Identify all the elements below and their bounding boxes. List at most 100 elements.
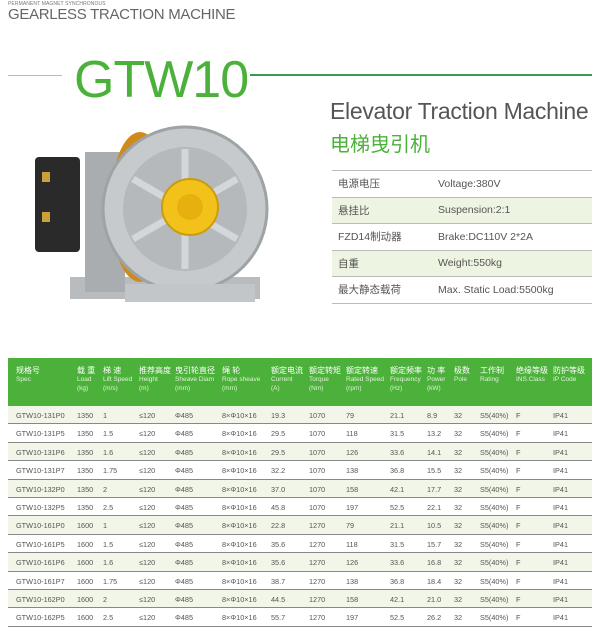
table-cell: F: [516, 558, 521, 568]
table-cell: GTW10-132P0: [16, 484, 65, 494]
table-cell: F: [516, 521, 521, 531]
column-header: 额定电流 Current (A): [271, 366, 303, 393]
column-header: 防护等级 IP Code: [553, 366, 585, 384]
table-cell: F: [516, 594, 521, 604]
table-cell: F: [516, 502, 521, 512]
column-header-cn: 绳 轮: [222, 366, 241, 375]
table-cell: 21.0: [427, 594, 442, 604]
table-cell: 52.5: [390, 613, 405, 623]
table-cell: 126: [346, 447, 359, 457]
column-header: 梯 速 Lift Speed (m/s): [103, 366, 132, 393]
table-cell: 1350: [77, 484, 94, 494]
column-header-en: Torque: [309, 376, 329, 383]
table-cell: 8×Φ10×16: [222, 466, 257, 476]
table-cell: GTW10-161P7: [16, 576, 65, 586]
table-cell: 36.8: [390, 466, 405, 476]
spec-value: Max. Static Load:5500kg: [438, 283, 554, 296]
table-cell: S5(40%): [480, 539, 509, 549]
table-cell: 16.8: [427, 558, 442, 568]
table-cell: Φ485: [175, 558, 193, 568]
column-header-unit: (rpm): [346, 385, 362, 392]
column-header-unit: (kg): [77, 385, 89, 392]
table-cell: 1600: [77, 594, 94, 604]
table-cell: ≤120: [139, 613, 156, 623]
spec-value: Weight:550kg: [438, 257, 503, 270]
table-row: GTW10-161P5 1600 1.5 ≤120 Φ485 8×Φ10×16 35.6 12…: [8, 535, 592, 554]
product-title-en: Elevator Traction Machine: [330, 98, 589, 124]
table-cell: 8×Φ10×16: [222, 521, 257, 531]
table-cell: 32: [454, 576, 463, 586]
column-header-cn: 载 重: [77, 366, 96, 375]
table-cell: ≤120: [139, 594, 156, 604]
spec-value: Brake:DC110V 2*2A: [438, 230, 533, 243]
table-cell: 8×Φ10×16: [222, 613, 257, 623]
table-cell: 2.5: [103, 502, 114, 512]
table-cell: 36.8: [390, 576, 405, 586]
table-cell: 1270: [309, 558, 326, 568]
table-cell: 29.5: [271, 429, 286, 439]
table-cell: ≤120: [139, 539, 156, 549]
table-cell: S5(40%): [480, 502, 509, 512]
table-cell: 32: [454, 429, 463, 439]
spec-value: Voltage:380V: [438, 177, 501, 190]
table-cell: 52.5: [390, 502, 405, 512]
column-header: 规格号 Spec: [16, 366, 40, 384]
table-row: GTW10-162P5 1600 2.5 ≤120 Φ485 8×Φ10×16 55.7 12…: [8, 608, 592, 627]
table-cell: S5(40%): [480, 521, 509, 531]
table-cell: ≤120: [139, 447, 156, 457]
table-cell: 33.6: [390, 558, 405, 568]
table-cell: 118: [346, 429, 358, 439]
table-cell: 2.5: [103, 613, 114, 623]
table-cell: 55.7: [271, 613, 286, 623]
column-header-cn: 功 率: [427, 366, 446, 375]
table-cell: ≤120: [139, 502, 156, 512]
table-cell: 1.75: [103, 576, 118, 586]
table-cell: 32: [454, 521, 463, 531]
column-header-unit: (mm): [222, 385, 238, 392]
table-cell: IP41: [553, 558, 569, 568]
table-cell: 1350: [77, 429, 94, 439]
table-row: GTW10-161P6 1600 1.6 ≤120 Φ485 8×Φ10×16 35.6 12…: [8, 553, 592, 572]
column-header-en: INS.Class: [516, 376, 545, 383]
column-header: 额定频率 Frequency (Hz): [390, 366, 422, 393]
table-cell: F: [516, 484, 521, 494]
table-cell: 38.7: [271, 576, 286, 586]
table-cell: S5(40%): [480, 466, 509, 476]
column-header-en: Current: [271, 376, 293, 383]
table-cell: 32: [454, 484, 463, 494]
table-cell: 158: [346, 484, 359, 494]
table-row: GTW10-162P0 1600 2 ≤120 Φ485 8×Φ10×16 44.5 1270…: [8, 589, 592, 609]
table-cell: 8×Φ10×16: [222, 484, 257, 494]
table-cell: 19.3: [271, 411, 286, 420]
spec-row: 悬挂比 Suspension:2:1: [332, 197, 592, 224]
header-title: GEARLESS TRACTION MACHINE: [8, 6, 236, 23]
table-cell: 1600: [77, 521, 94, 531]
table-row: GTW10-131P0 1350 1 ≤120 Φ485 8×Φ10×16 19.3 1070…: [8, 406, 592, 425]
table-cell: F: [516, 613, 521, 623]
table-row: GTW10-131P7 1350 1.75 ≤120 Φ485 8×Φ10×16 32.2 1…: [8, 461, 592, 480]
table-cell: GTW10-161P5: [16, 539, 65, 549]
column-header-cn: 工作制: [480, 366, 504, 375]
table-cell: F: [516, 411, 521, 420]
table-cell: 1: [103, 521, 108, 531]
column-header-en: Sheave Diam: [175, 376, 215, 383]
table-cell: GTW10-132P5: [16, 502, 65, 512]
spec-value: Suspension:2:1: [438, 204, 511, 217]
spec-row: 最大静态载荷 Max. Static Load:5500kg: [332, 277, 592, 304]
table-cell: 1070: [309, 502, 326, 512]
table-cell: S5(40%): [480, 576, 509, 586]
table-cell: 1070: [309, 411, 326, 420]
table-cell: S5(40%): [480, 484, 509, 494]
table-cell: 8.9: [427, 411, 438, 420]
table-cell: 1070: [309, 466, 326, 476]
column-header-en: Lift Speed: [103, 376, 133, 383]
column-header: 功 率 Power (kW): [427, 366, 445, 393]
table-cell: F: [516, 576, 521, 586]
divider-left: [8, 75, 62, 76]
column-header-en: Rating: [480, 376, 499, 383]
table-cell: 17.7: [427, 484, 442, 494]
table-cell: 1070: [309, 447, 326, 457]
table-cell: 118: [346, 539, 358, 549]
table-body: GTW10-131P0 1350 1 ≤120 Φ485 8×Φ10×16 19.3 1070…: [8, 406, 592, 627]
table-cell: 1270: [309, 521, 326, 531]
